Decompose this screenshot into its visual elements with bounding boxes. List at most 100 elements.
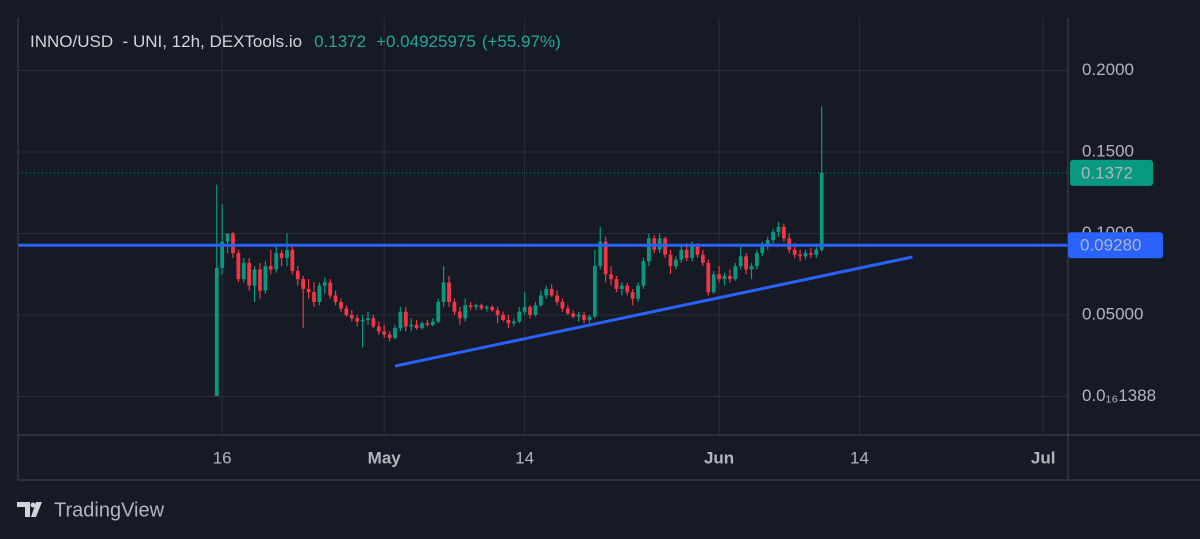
x-tick-label: 14 <box>850 448 869 467</box>
candle-body <box>511 321 516 324</box>
candle-body <box>636 285 640 299</box>
candle-body <box>727 275 732 280</box>
level-price-label: 0.09280 <box>1080 236 1141 255</box>
candle-body <box>468 305 473 307</box>
candle-body <box>252 269 257 286</box>
candle-body <box>403 311 408 327</box>
candle-body <box>765 240 770 245</box>
candle-body <box>803 253 808 257</box>
candle-body <box>241 262 246 280</box>
candle-body <box>690 246 694 258</box>
candle-body <box>306 288 311 293</box>
candle-body <box>349 315 354 319</box>
candle-body <box>484 306 489 309</box>
candle-body <box>771 231 775 241</box>
candle-body <box>274 253 279 270</box>
candle-body <box>598 241 603 267</box>
candle-body <box>792 249 797 255</box>
y-tick-label: 0.1500 <box>1082 141 1134 160</box>
candle-body <box>457 311 462 319</box>
candle-body <box>425 323 430 325</box>
candle-body <box>711 274 716 293</box>
candle-body <box>706 262 711 293</box>
candle-body <box>301 279 306 289</box>
candle-body <box>609 274 613 280</box>
candle-body <box>220 241 225 268</box>
x-tick-label: 16 <box>213 448 232 467</box>
candle-body <box>414 324 419 329</box>
candle-body <box>549 288 554 296</box>
candle-body <box>436 301 441 322</box>
candle-body <box>366 318 370 320</box>
candle-body <box>738 256 743 267</box>
candle-body <box>479 305 484 309</box>
candle-body <box>463 305 468 319</box>
candle-body <box>809 253 813 255</box>
plot <box>18 106 1068 397</box>
candle-body <box>760 244 765 254</box>
x-tick-label: 14 <box>515 448 534 467</box>
y-tick-label: 0.0₁₆1388 <box>1082 386 1156 405</box>
candle-body <box>279 253 284 258</box>
candle-body <box>668 254 673 267</box>
last-price-label: 0.1372 <box>1081 163 1133 182</box>
candle-body <box>776 226 781 232</box>
candle-body <box>322 282 327 286</box>
candle-body <box>744 256 748 270</box>
candle-body <box>420 323 424 329</box>
candle-body <box>722 275 727 280</box>
candle-body <box>214 267 219 396</box>
brand-logo <box>17 502 42 517</box>
candle-body <box>695 246 700 255</box>
candle-body <box>285 249 289 258</box>
x-tick-label: Jul <box>1031 448 1056 467</box>
candle-body <box>517 311 522 322</box>
candle-body <box>673 259 678 267</box>
candle-body <box>430 321 435 325</box>
candle-body <box>312 292 316 302</box>
candle-body <box>317 285 322 302</box>
candle-body <box>333 295 338 302</box>
candle-body <box>344 308 349 316</box>
candle-body <box>393 328 397 338</box>
candle-body <box>733 266 738 280</box>
candle-body <box>236 253 241 280</box>
candle-body <box>225 233 230 242</box>
candle-body <box>603 241 608 275</box>
candle-body <box>614 279 619 289</box>
candle-body <box>819 172 824 250</box>
candle-body <box>538 295 543 306</box>
candle-body <box>576 315 581 317</box>
candle-body <box>587 316 592 320</box>
candle-body <box>754 253 759 267</box>
candle-body <box>684 249 689 258</box>
candle-body <box>290 249 295 272</box>
candle-body <box>371 318 376 327</box>
candle-body <box>452 301 457 312</box>
candle-body <box>263 266 268 291</box>
candle-body <box>798 254 802 257</box>
candle-body <box>382 331 387 335</box>
x-tick-label: Jun <box>704 448 734 467</box>
candle-body <box>544 288 549 296</box>
candle-body <box>268 266 273 270</box>
candle-body <box>387 334 392 338</box>
change-pct: (+55.97%) <box>482 32 561 51</box>
candle-body <box>495 310 500 316</box>
candle-body <box>641 261 646 286</box>
symbol-title: INNO/USD - UNI, 12h, DEXTools.io <box>30 32 302 51</box>
candle-body <box>646 238 651 262</box>
candle-body <box>814 249 819 255</box>
candle-body <box>679 249 684 260</box>
candle-body <box>490 306 495 311</box>
x-tick-label: May <box>368 448 402 467</box>
candle-body <box>592 266 597 317</box>
candle-body <box>447 282 451 302</box>
candle-body <box>717 274 721 280</box>
level-price-box <box>1068 232 1163 259</box>
candle-body <box>339 301 343 309</box>
candle-body <box>565 308 570 314</box>
